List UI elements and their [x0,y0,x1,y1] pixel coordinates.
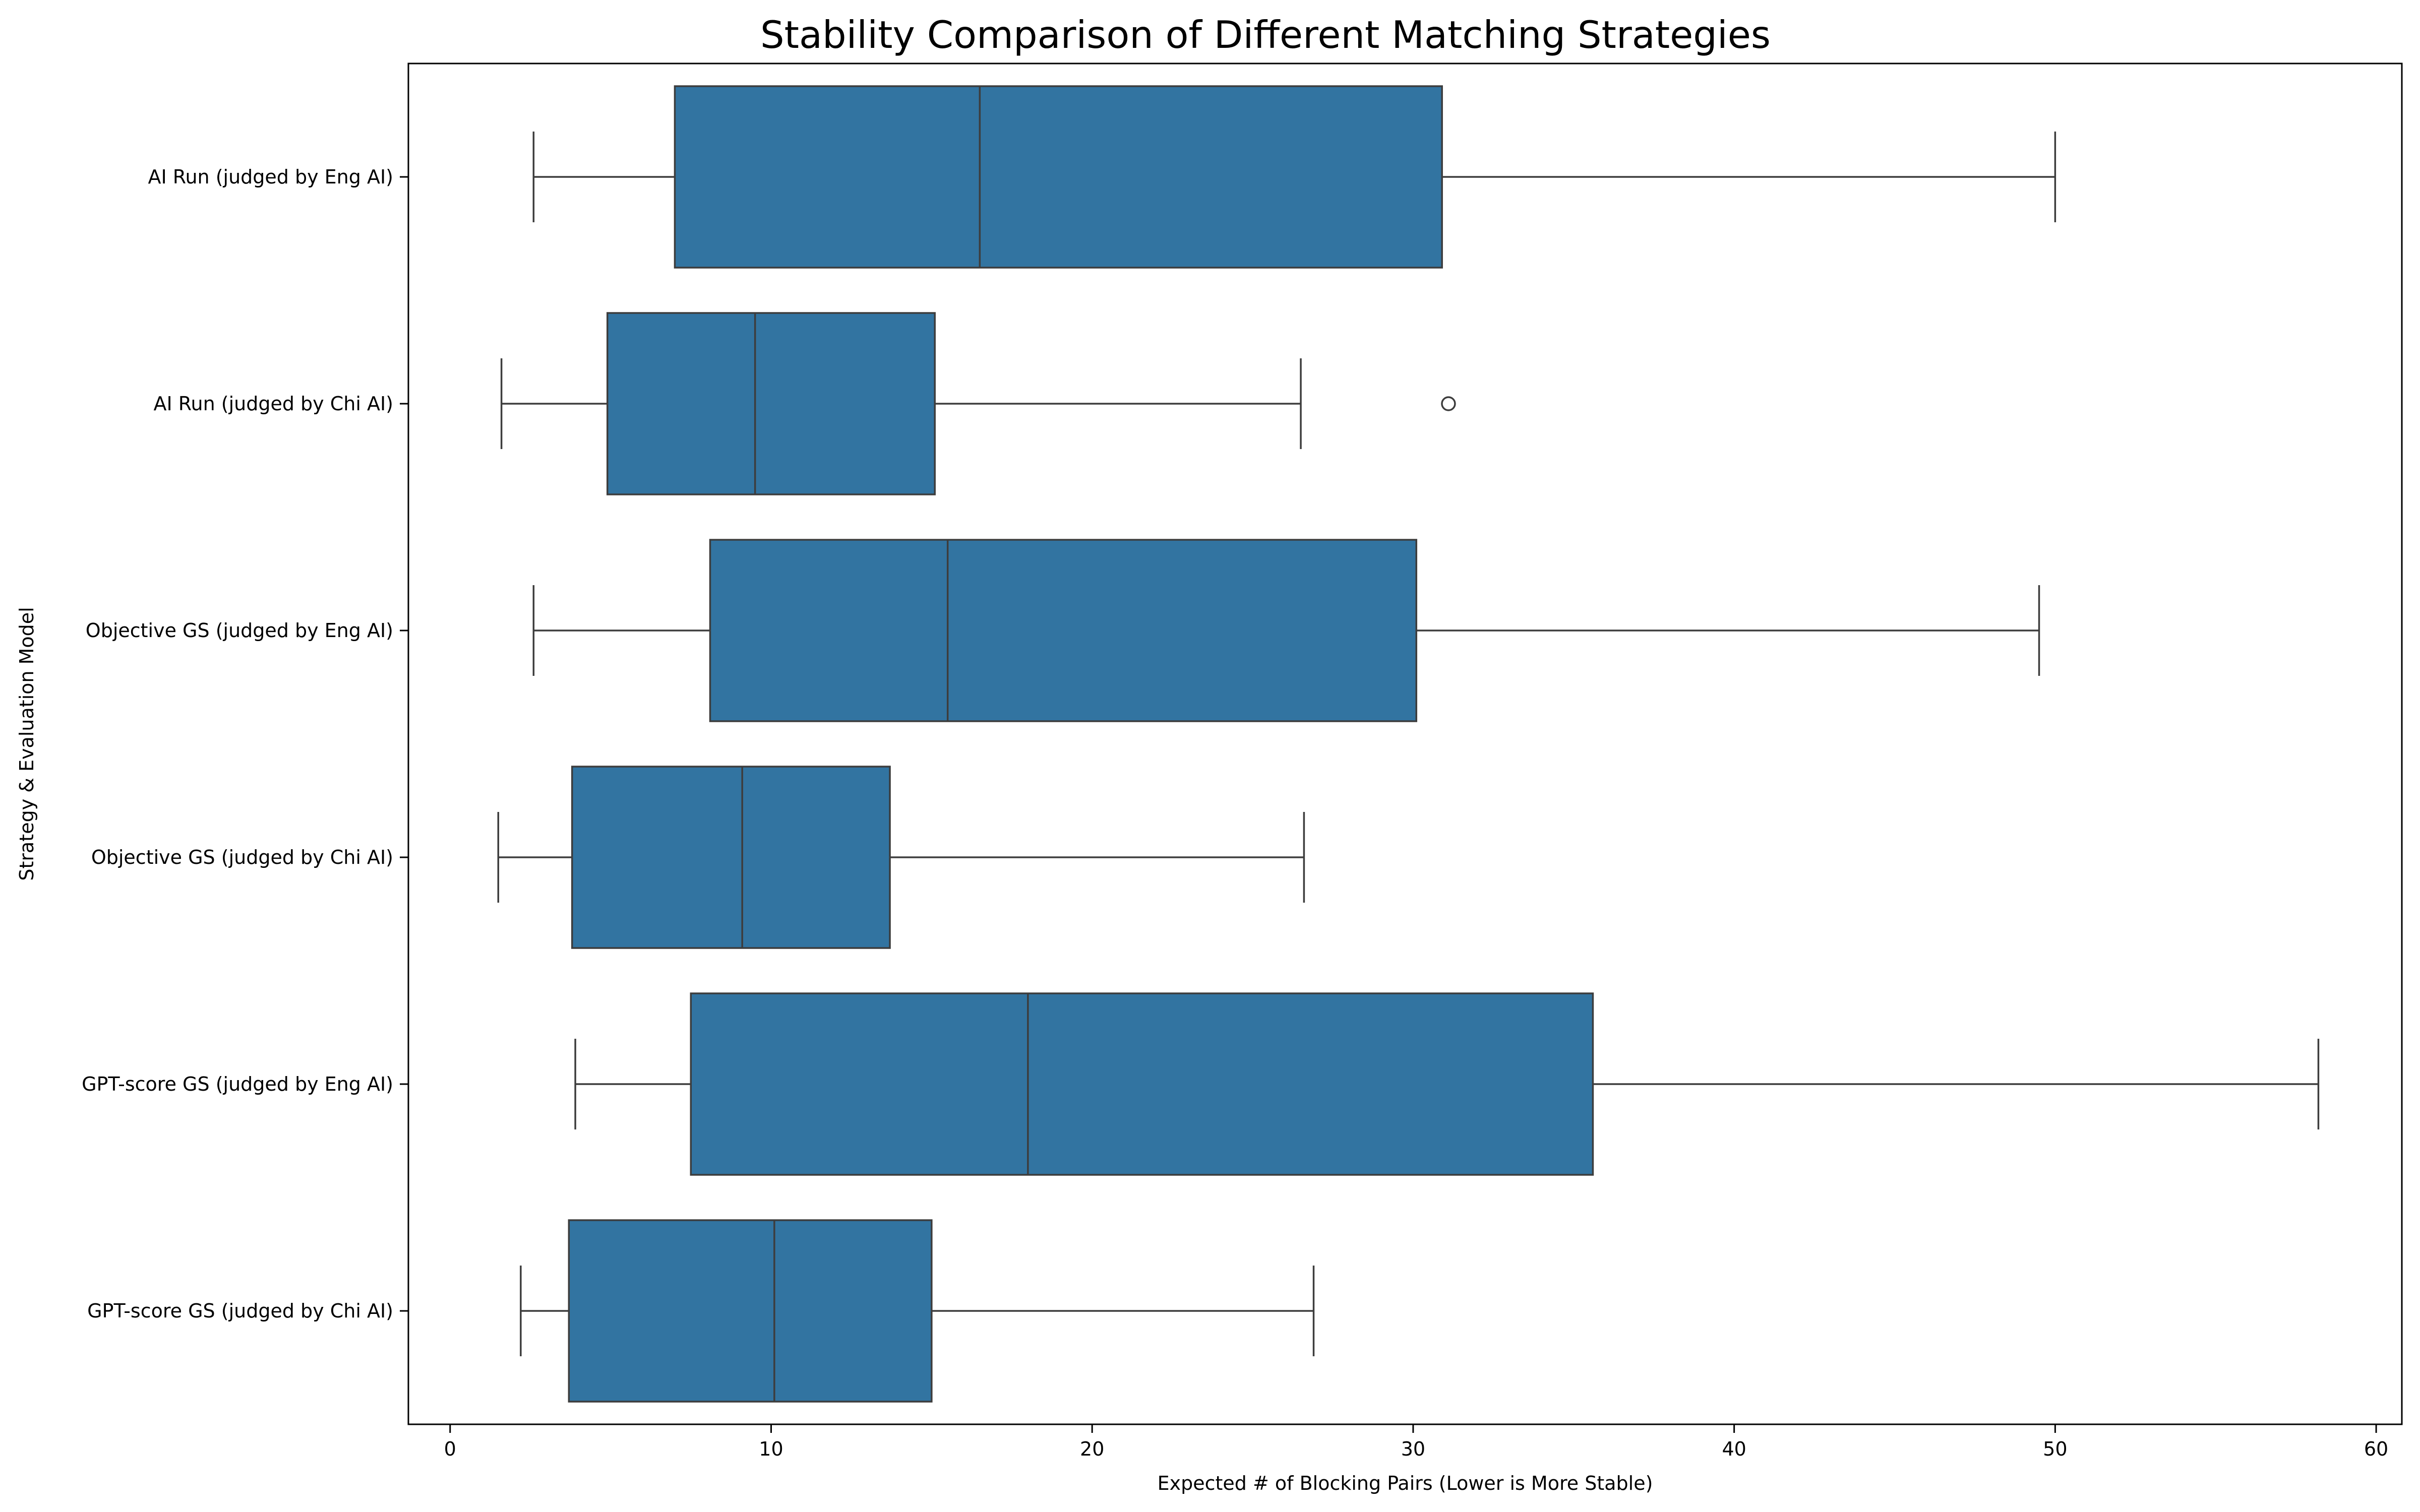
y-tick-label: GPT-score GS (judged by Chi AI) [87,1300,393,1322]
y-tick-label: GPT-score GS (judged by Eng AI) [82,1073,393,1095]
x-axis: 0 10 20 30 40 50 60 [444,1424,2388,1460]
iqr-box [607,312,936,495]
plot-frame [407,62,2403,1425]
plot-area [497,85,2320,1403]
x-tick-label: 60 [2364,1438,2388,1460]
iqr-box [690,992,1594,1176]
box-group-6 [520,1219,1315,1403]
x-tick-label: 50 [2043,1438,2067,1460]
iqr-box [709,539,1418,722]
y-axis: AI Run (judged by Eng AI) AI Run (judged … [82,166,408,1322]
x-tick-label: 10 [759,1438,783,1460]
box-group-3 [532,539,2040,722]
x-tick-label: 0 [444,1438,456,1460]
x-tick-label: 20 [1080,1438,1104,1460]
y-tick-label: Objective GS (judged by Eng AI) [86,619,393,642]
iqr-box [571,766,891,949]
y-tick-label: Objective GS (judged by Chi AI) [91,846,393,868]
x-axis-label: Expected # of Blocking Pairs (Lower is M… [1158,1472,1653,1494]
iqr-box [674,85,1443,269]
outlier-point [1441,396,1456,411]
y-tick-label: AI Run (judged by Chi AI) [154,393,393,415]
x-tick-label: 40 [1722,1438,1746,1460]
box-group-2 [500,312,1456,495]
box-group-4 [497,766,1305,949]
box-group-5 [574,992,2320,1176]
iqr-box [568,1219,933,1403]
y-tick-label: AI Run (judged by Eng AI) [148,166,393,188]
x-tick-label: 30 [1401,1438,1425,1460]
box-group-1 [532,85,2056,269]
y-axis-label: Strategy & Evaluation Model [16,607,38,880]
chart-title: Stability Comparison of Different Matchi… [760,13,1771,57]
